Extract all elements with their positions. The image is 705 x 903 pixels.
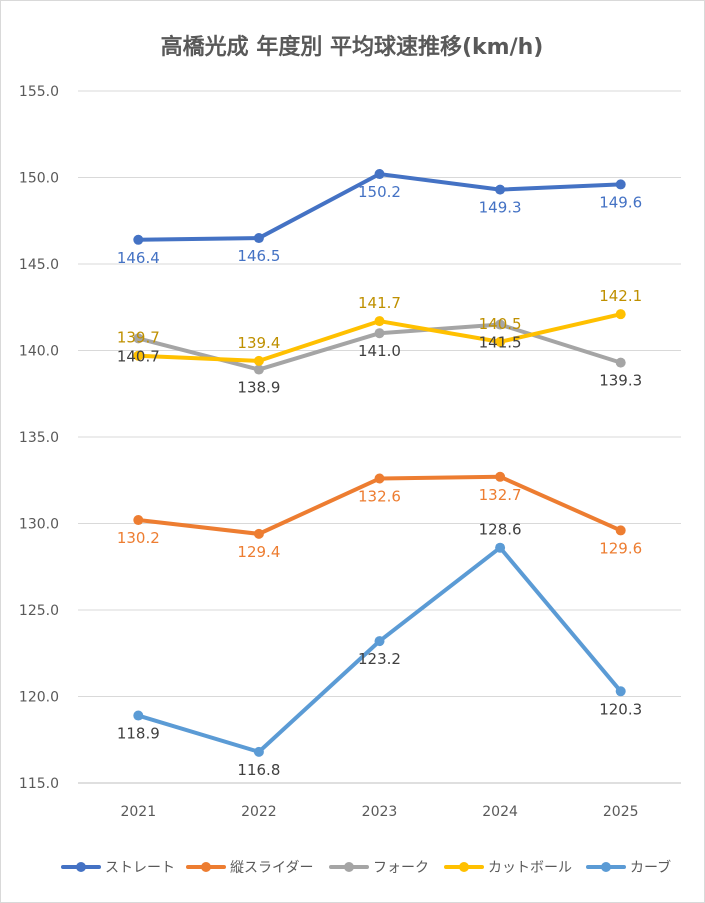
data-point bbox=[253, 746, 264, 757]
x-tick-label: 2021 bbox=[120, 804, 156, 820]
x-axis-ticks: 2021 2022 2023 2024 2025 bbox=[120, 804, 638, 820]
data-label: 139.4 bbox=[237, 334, 280, 352]
data-point bbox=[253, 233, 264, 244]
data-label: 132.6 bbox=[358, 488, 401, 506]
y-tick-label: 120.0 bbox=[19, 690, 59, 706]
data-label: 146.5 bbox=[237, 247, 280, 265]
data-labels: 146.4 146.5 150.2 149.3 149.6 130.2 129.4 132.6… bbox=[117, 183, 642, 779]
data-point bbox=[133, 350, 144, 361]
y-tick-label: 140.0 bbox=[19, 344, 59, 360]
data-label: 142.1 bbox=[599, 287, 642, 305]
legend-item: 縦スライダー bbox=[186, 860, 313, 876]
data-point bbox=[495, 319, 506, 330]
legend-label: フォーク bbox=[373, 860, 429, 876]
y-tick-label: 125.0 bbox=[19, 603, 59, 619]
data-point bbox=[253, 528, 264, 539]
legend-label: 縦スライダー bbox=[230, 860, 313, 876]
legend-item: フォーク bbox=[329, 860, 429, 876]
data-label: 140.7 bbox=[117, 347, 160, 365]
data-label: 123.2 bbox=[358, 650, 401, 668]
x-tick-label: 2022 bbox=[241, 804, 277, 820]
data-label: 141.7 bbox=[358, 294, 401, 312]
data-point bbox=[374, 473, 385, 484]
data-label: 141.0 bbox=[358, 342, 401, 360]
legend-marker bbox=[201, 862, 211, 872]
data-point bbox=[495, 542, 506, 553]
data-label: 141.5 bbox=[479, 334, 522, 352]
data-point bbox=[133, 710, 144, 721]
legend-item: カーブ bbox=[586, 859, 671, 876]
legend-marker bbox=[76, 862, 86, 872]
data-label: 139.7 bbox=[117, 329, 160, 347]
data-label: 139.3 bbox=[599, 372, 642, 390]
series-lines bbox=[133, 169, 626, 757]
data-label: 116.8 bbox=[237, 761, 280, 779]
legend-label: カットボール bbox=[488, 860, 572, 876]
legend: ストレート 縦スライダー フォーク カットボール カーブ bbox=[61, 859, 671, 876]
data-point bbox=[133, 234, 144, 245]
legend-label: カーブ bbox=[630, 859, 671, 876]
data-point bbox=[615, 309, 626, 320]
data-label: 146.4 bbox=[117, 249, 160, 267]
legend-label: ストレート bbox=[105, 860, 175, 876]
data-label: 150.2 bbox=[358, 183, 401, 201]
data-point bbox=[495, 336, 506, 347]
y-tick-label: 155.0 bbox=[19, 84, 59, 100]
y-tick-label: 145.0 bbox=[19, 257, 59, 273]
x-tick-label: 2024 bbox=[482, 804, 518, 820]
y-axis-ticks: 115.0 120.0 125.0 130.0 135.0 140.0 145.0 150.0… bbox=[19, 84, 59, 792]
data-label: 140.5 bbox=[479, 315, 522, 333]
data-point bbox=[253, 355, 264, 366]
data-point bbox=[253, 364, 264, 375]
data-point bbox=[615, 686, 626, 697]
legend-marker bbox=[459, 862, 469, 872]
x-tick-label: 2023 bbox=[362, 804, 398, 820]
data-point bbox=[374, 636, 385, 647]
data-point bbox=[495, 471, 506, 482]
series-5 bbox=[133, 542, 626, 757]
series-2 bbox=[133, 471, 626, 539]
chart-title: 高橋光成 年度別 平均球速推移(km/h) bbox=[161, 34, 544, 60]
data-point bbox=[495, 184, 506, 195]
data-point bbox=[615, 357, 626, 368]
series-4 bbox=[133, 309, 626, 366]
data-point bbox=[615, 179, 626, 190]
legend-marker bbox=[344, 862, 354, 872]
data-point bbox=[615, 525, 626, 536]
x-tick-label: 2025 bbox=[603, 804, 639, 820]
data-label: 120.3 bbox=[599, 700, 642, 718]
data-label: 138.9 bbox=[237, 379, 280, 397]
legend-item: ストレート bbox=[61, 860, 175, 876]
data-point bbox=[374, 328, 385, 339]
data-label: 149.6 bbox=[599, 193, 642, 211]
data-point bbox=[374, 316, 385, 327]
data-label: 149.3 bbox=[479, 199, 522, 217]
data-label: 130.2 bbox=[117, 529, 160, 547]
series-1 bbox=[133, 169, 626, 245]
y-tick-label: 135.0 bbox=[19, 430, 59, 446]
data-label: 132.7 bbox=[479, 486, 522, 504]
data-label: 129.4 bbox=[237, 543, 280, 561]
data-label: 118.9 bbox=[117, 725, 160, 743]
data-point bbox=[374, 169, 385, 180]
y-tick-label: 115.0 bbox=[19, 776, 59, 792]
data-point bbox=[133, 515, 144, 526]
y-tick-label: 150.0 bbox=[19, 171, 59, 187]
legend-item: カットボール bbox=[444, 860, 572, 876]
data-point bbox=[133, 333, 144, 344]
legend-marker bbox=[601, 862, 611, 872]
data-label: 129.6 bbox=[599, 539, 642, 557]
data-label: 128.6 bbox=[479, 521, 522, 539]
y-tick-label: 130.0 bbox=[19, 517, 59, 533]
